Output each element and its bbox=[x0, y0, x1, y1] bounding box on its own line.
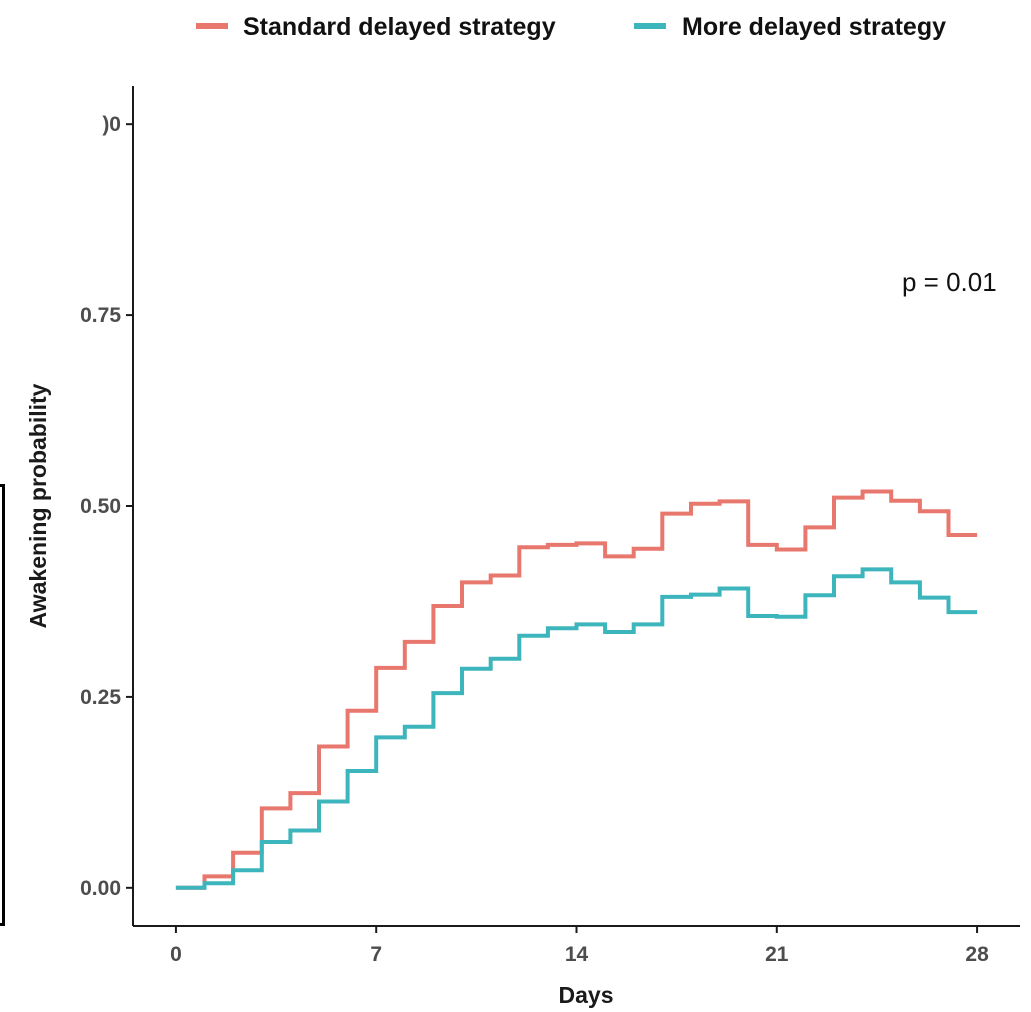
x-tick-label: 21 bbox=[765, 943, 789, 966]
p-value-annotation: p = 0.01 bbox=[902, 267, 997, 297]
legend: Standard delayed strategy More delayed s… bbox=[196, 13, 946, 41]
x-axis-title: Days bbox=[559, 982, 614, 1008]
legend-label-more-delayed: More delayed strategy bbox=[682, 13, 946, 41]
crop-frame bbox=[0, 484, 5, 926]
y-tick-label: 0.25 bbox=[80, 686, 121, 709]
y-tick-label: )0 bbox=[102, 113, 121, 136]
x-tick-label: 7 bbox=[370, 943, 382, 966]
y-tick-label: 0.50 bbox=[80, 495, 121, 518]
y-tick-label: 0.00 bbox=[80, 877, 121, 900]
x-tick-label: 0 bbox=[170, 943, 182, 966]
series-layer bbox=[175, 489, 978, 890]
y-axis-title: Awakening probability bbox=[25, 383, 51, 628]
x-tick-label: 14 bbox=[565, 943, 589, 966]
x-ticks: 0 7 14 21 28 bbox=[170, 926, 989, 966]
x-tick-label: 28 bbox=[965, 943, 989, 966]
series-line-more-delayed bbox=[175, 567, 978, 890]
series-line-standard bbox=[175, 489, 978, 890]
y-ticks: 0.00 0.25 0.50 0.75 )0 bbox=[80, 113, 133, 900]
legend-label-standard: Standard delayed strategy bbox=[243, 13, 556, 41]
y-tick-label: 0.75 bbox=[80, 304, 121, 327]
axes bbox=[132, 86, 1020, 927]
